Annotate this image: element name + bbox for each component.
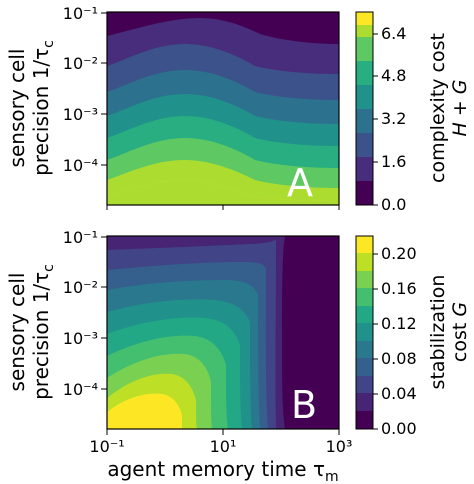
- cb-a-seg-3: [356, 109, 373, 133]
- a-ytick-label-2: 10⁻³: [63, 105, 98, 124]
- cb-a-label-line1: complexity cost: [427, 33, 449, 183]
- cb-a-seg-5: [356, 61, 373, 85]
- cb-a-tick-label-0: 0.0: [381, 195, 406, 214]
- colorbar-b: 0.00 0.04 0.08 0.12 0.16 0.20 stabilizat…: [355, 235, 471, 438]
- panel-a-y-axis: 10⁻¹ 10⁻² 10⁻³ 10⁻⁴: [63, 4, 107, 175]
- panel-b-letter: B: [291, 383, 317, 427]
- panel-b-y-axis: 10⁻¹ 10⁻² 10⁻³ 10⁻⁴: [63, 228, 107, 399]
- cb-b-label-line2: cost G: [449, 302, 471, 362]
- b-xtick-label-1: 10¹: [210, 437, 237, 456]
- panel-b: B 10⁻¹ 10⁻² 10⁻³ 10⁻⁴ 10⁻¹ 10¹ 10³ agent…: [5, 228, 471, 484]
- panel-a: A 10⁻¹ 10⁻² 10⁻³ 10⁻⁴ sensory cell preci…: [5, 4, 471, 214]
- panel-b-x-axis: 10⁻¹ 10¹ 10³ agent memory time τm: [89, 429, 352, 484]
- cb-b-tick-label-4: 0.16: [381, 279, 417, 298]
- band-a-1: [107, 12, 339, 44]
- cb-a-seg-6: [356, 37, 373, 61]
- cb-b-tick-label-1: 0.04: [381, 384, 417, 403]
- cb-a-seg-2: [356, 133, 373, 157]
- cb-a-tick-label-1: 1.6: [381, 152, 406, 171]
- b-ytick-label-1: 10⁻²: [63, 278, 98, 297]
- cb-a-frame: [355, 11, 374, 206]
- b-ytick-label-2: 10⁻³: [63, 329, 98, 348]
- cb-a-tick-label-2: 3.2: [381, 109, 406, 128]
- panel-a-letter: A: [287, 161, 313, 205]
- colorbar-a: 0.0 1.6 3.2 4.8 6.4 complexity cost H + …: [355, 11, 471, 214]
- cb-b-seg-5: [356, 323, 373, 341]
- cb-b-tick-label-0: 0.00: [381, 419, 417, 438]
- cb-a-tick-label-3: 4.8: [381, 66, 406, 85]
- cb-b-seg-0: [356, 411, 373, 429]
- a-ytick-label-3: 10⁻⁴: [63, 156, 98, 175]
- a-ytick-label-1: 10⁻²: [63, 54, 98, 73]
- band-a-8: [107, 180, 339, 205]
- cb-a-seg-4: [356, 85, 373, 109]
- cb-b-frame: [355, 235, 374, 430]
- b-xtick-label-2: 10³: [326, 437, 353, 456]
- b-ytick-label-3: 10⁻⁴: [63, 380, 98, 399]
- band-b-10: [107, 393, 182, 429]
- cb-b-seg-3: [356, 358, 373, 376]
- a-ylabel-line2: precision 1/τc: [29, 40, 57, 176]
- cb-b-label-line1: stabilization: [427, 275, 449, 390]
- cb-b-tick-label-2: 0.08: [381, 349, 417, 368]
- cb-a-seg-0: [356, 181, 373, 205]
- panel-a-heatmap: [107, 12, 339, 205]
- b-ylabel-line1: sensory cell: [5, 273, 29, 392]
- cb-b-seg-10: [356, 236, 373, 253]
- a-ytick-label-0: 10⁻¹: [63, 4, 98, 23]
- cb-a-seg-1: [356, 157, 373, 181]
- cb-b-seg-9: [356, 253, 373, 271]
- cb-a-label-line2: H + G: [449, 79, 471, 136]
- b-xlabel: agent memory time τm: [107, 457, 338, 484]
- cb-b-tick-label-3: 0.12: [381, 314, 417, 333]
- b-xtick-label-0: 10⁻¹: [89, 437, 124, 456]
- cb-b-seg-4: [356, 341, 373, 358]
- a-ylabel-line1: sensory cell: [5, 49, 29, 168]
- cb-b-seg-7: [356, 288, 373, 306]
- cb-a-seg-7: [356, 25, 373, 37]
- b-ylabel-line2: precision 1/τc: [29, 264, 57, 400]
- cb-b-seg-1: [356, 393, 373, 411]
- cb-b-seg-6: [356, 306, 373, 323]
- cb-b-tick-label-5: 0.20: [381, 244, 417, 263]
- cb-a-tick-label-4: 6.4: [381, 24, 406, 43]
- cb-b-seg-2: [356, 376, 373, 393]
- b-ytick-label-0: 10⁻¹: [63, 228, 98, 247]
- cb-a-seg-8: [356, 12, 373, 25]
- panel-b-heatmap: [107, 236, 339, 429]
- cb-b-seg-8: [356, 271, 373, 288]
